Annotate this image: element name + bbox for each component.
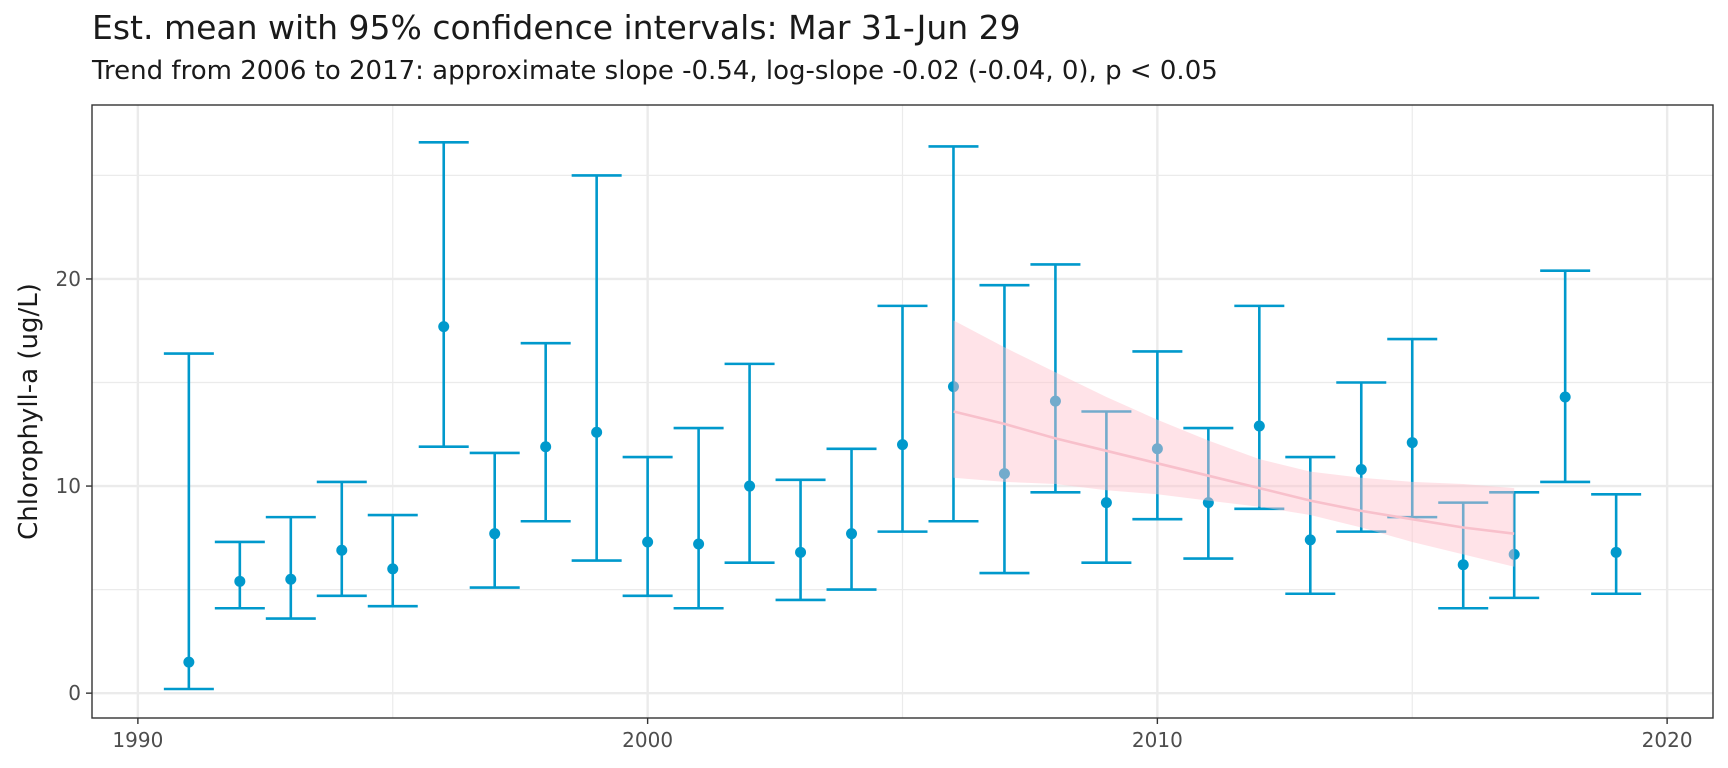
errorbar: [1132, 350, 1183, 521]
errorbar: [1183, 426, 1234, 560]
mean-point: [1304, 534, 1316, 546]
mean-point: [438, 321, 450, 333]
mean-point: [1100, 497, 1112, 509]
errorbar: [622, 455, 673, 598]
chart-title: Est. mean with 95% confidence intervals:…: [92, 8, 1021, 47]
mean-point: [1559, 391, 1571, 403]
errorbar: [673, 426, 724, 610]
errorbar: [928, 145, 979, 523]
mean-point: [1508, 548, 1520, 560]
errorbar: [571, 174, 622, 562]
mean-point: [336, 544, 348, 556]
x-tick-label: 2020: [1642, 728, 1693, 752]
errorbar: [265, 515, 316, 620]
mean-point: [591, 426, 603, 438]
mean-point: [234, 575, 246, 587]
mean-point: [1151, 443, 1163, 455]
mean-point: [1610, 546, 1622, 558]
mean-point: [744, 480, 756, 492]
errorbar: [1030, 263, 1081, 494]
mean-point: [1457, 559, 1469, 571]
errorbar: [724, 362, 775, 564]
chart-subtitle: Trend from 2006 to 2017: approximate slo…: [92, 56, 1218, 86]
mean-point: [183, 656, 195, 668]
mean-point: [1049, 395, 1061, 407]
errorbar: [520, 341, 571, 523]
mean-point: [998, 468, 1010, 480]
mean-point: [1253, 420, 1265, 432]
y-axis-title: Chlorophyll-a (ug/L): [14, 283, 44, 540]
x-tick-label: 2000: [622, 728, 673, 752]
errorbar: [826, 447, 877, 591]
errorbar: [1285, 455, 1336, 596]
x-tick-label: 2010: [1132, 728, 1183, 752]
errorbar: [163, 352, 214, 691]
mean-point: [1406, 437, 1418, 449]
y-tick-label: 0: [68, 681, 81, 705]
mean-point: [947, 381, 959, 393]
errorbar: [1591, 493, 1642, 596]
mean-point: [693, 538, 705, 550]
x-tick-label: 1990: [112, 728, 163, 752]
errorbar: [1387, 337, 1438, 519]
plot-border: [91, 104, 1714, 719]
trend-line: [953, 410, 1515, 535]
errorbar: [775, 478, 826, 602]
errorbar: [1336, 381, 1387, 533]
errorbar: [1438, 501, 1489, 610]
errorbar: [214, 540, 265, 610]
errorbar: [1540, 269, 1591, 484]
mean-point: [540, 441, 552, 453]
mean-point: [642, 536, 654, 548]
mean-point: [489, 528, 501, 540]
errorbar: [367, 513, 418, 608]
errorbar: [1234, 304, 1285, 511]
errorbar: [1489, 490, 1540, 600]
y-tick-label: 20: [56, 267, 81, 291]
errorbar: [1081, 410, 1132, 564]
mean-point: [387, 563, 399, 575]
errorbar: [316, 480, 367, 598]
mean-point: [795, 546, 807, 558]
errorbar: [418, 140, 469, 449]
mean-point: [285, 573, 297, 585]
errorbar: [877, 304, 928, 533]
errorbar: [469, 451, 520, 589]
y-tick-label: 10: [56, 474, 81, 498]
errorbar: [979, 283, 1030, 575]
mean-point: [897, 439, 908, 451]
mean-point: [1355, 463, 1367, 475]
trend-confidence-band: [953, 320, 1515, 567]
mean-point: [846, 528, 858, 540]
mean-point: [1202, 497, 1214, 509]
